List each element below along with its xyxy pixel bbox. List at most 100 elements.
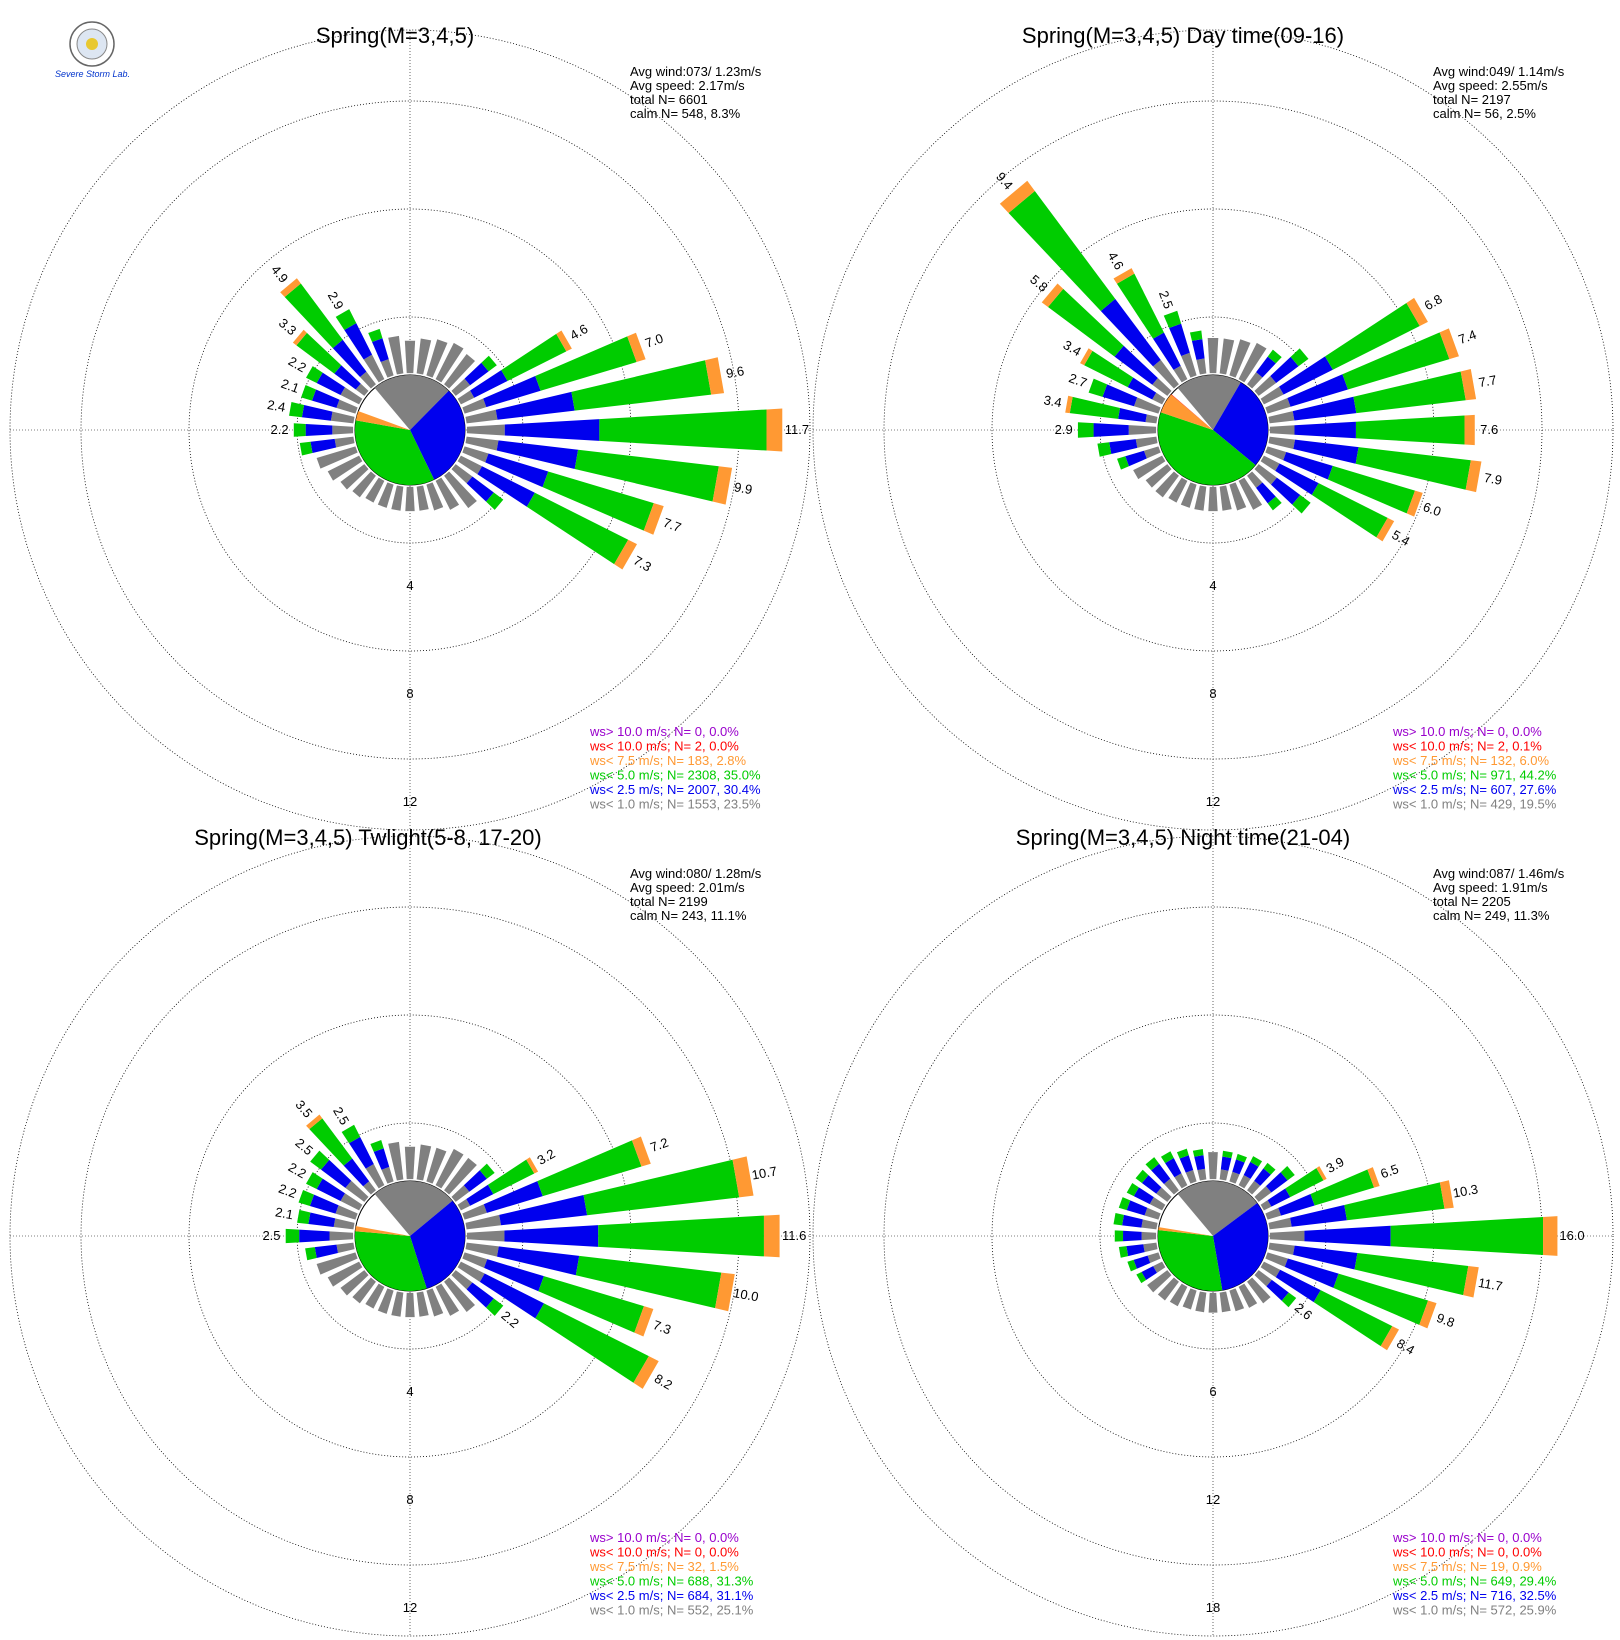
- petal-segment: [1260, 1200, 1272, 1211]
- petal: [1097, 436, 1158, 457]
- petal-segment: [1260, 1261, 1281, 1278]
- legend-entry: ws< 5.0 m/s; N= 688, 31.3%: [589, 1574, 754, 1589]
- petal-label: 7.7: [1477, 372, 1497, 390]
- petal-segment: [1122, 1214, 1143, 1228]
- petal-segment: [465, 1242, 499, 1257]
- petal-segment: [1147, 1270, 1172, 1293]
- petal: [1260, 1261, 1399, 1351]
- petal-segment: [1133, 455, 1166, 480]
- petal: [1169, 1283, 1188, 1307]
- petal: [404, 1146, 416, 1180]
- petal-segment: [1287, 374, 1348, 407]
- petal-segment: [1265, 1172, 1288, 1193]
- petal-label: 3.4: [1043, 392, 1063, 410]
- petal-segment: [1113, 1212, 1124, 1226]
- petal-label: 3.4: [1061, 337, 1084, 359]
- petal-segment: [1278, 1194, 1315, 1216]
- petal-segment: [1256, 482, 1276, 504]
- petal-segment: [1270, 356, 1299, 383]
- petal-segment: [486, 1298, 504, 1316]
- petal-segment: [299, 441, 313, 456]
- legend-entry: ws> 10.0 m/s; N= 0, 0.0%: [589, 724, 739, 739]
- petal-segment: [1135, 1169, 1149, 1184]
- petal: [1155, 471, 1179, 498]
- petal-segment: [526, 1157, 539, 1174]
- petal-label: 2.5: [330, 1104, 352, 1127]
- petal-segment: [496, 440, 579, 469]
- petal: [1126, 1182, 1166, 1211]
- petal: [306, 366, 363, 405]
- petal: [335, 309, 385, 383]
- petal-segment: [1380, 1326, 1399, 1351]
- panel-title: Spring(M=3,4,5): [316, 23, 474, 48]
- petal-segment: [497, 1246, 580, 1276]
- petal-segment: [444, 1277, 476, 1313]
- petal-segment: [1102, 384, 1138, 407]
- petal-segment: [501, 333, 567, 381]
- petal-segment: [1254, 464, 1277, 485]
- pie-slice: [1213, 1203, 1268, 1291]
- petal-segment: [1207, 338, 1219, 374]
- petal: [391, 1291, 404, 1317]
- petal-segment: [363, 1181, 376, 1195]
- legend-entry: ws> 10.0 m/s; N= 0, 0.0%: [1392, 724, 1542, 739]
- petal-segment: [284, 283, 343, 349]
- petal-label: 2.1: [274, 1204, 294, 1222]
- petal-segment: [633, 1356, 659, 1389]
- petal-segment: [1247, 1180, 1261, 1195]
- petal-segment: [416, 485, 429, 511]
- stat-calm: calm N= 249, 11.3%: [1433, 908, 1550, 923]
- petal-segment: [1263, 1162, 1276, 1175]
- petal-segment: [462, 446, 489, 463]
- petal-segment: [1116, 273, 1164, 339]
- petal-label: 16.0: [1559, 1228, 1584, 1243]
- windrose-panel: 48126.87.47.77.67.96.05.42.93.42.73.45.8…: [812, 23, 1614, 831]
- calm-pie: [1157, 374, 1269, 486]
- petal-segment: [1118, 1197, 1131, 1211]
- petal-segment: [1247, 372, 1263, 389]
- petal-segment: [327, 455, 363, 481]
- petal-segment: [1153, 1261, 1166, 1273]
- petal-segment: [465, 436, 499, 451]
- petal-segment: [289, 401, 305, 418]
- petal-segment: [1543, 1216, 1558, 1256]
- petal-segment: [1145, 414, 1158, 424]
- petal: [1147, 1270, 1172, 1293]
- petal-segment: [763, 1214, 780, 1258]
- petal-label: 6.0: [1421, 499, 1443, 519]
- petal: [1269, 414, 1475, 446]
- petal-segment: [416, 1144, 432, 1181]
- petal-segment: [345, 1180, 369, 1202]
- petal-segment: [462, 1252, 488, 1268]
- petal-segment: [1327, 465, 1416, 514]
- petal-segment: [1143, 446, 1161, 459]
- petal-segment: [1077, 422, 1094, 438]
- ring-label: 4: [406, 578, 413, 593]
- petal-segment: [1390, 1216, 1544, 1256]
- petal-segment: [1333, 1273, 1429, 1325]
- petal-segment: [1174, 1173, 1188, 1189]
- petal: [305, 1242, 355, 1261]
- petal-segment: [435, 1148, 464, 1189]
- petal-segment: [1048, 288, 1124, 357]
- petal-segment: [1247, 1277, 1271, 1304]
- petal: [435, 477, 460, 510]
- petal: [1269, 1216, 1558, 1256]
- petal-segment: [435, 1283, 460, 1316]
- petal: [352, 1277, 376, 1304]
- petal-segment: [340, 464, 369, 490]
- petal-label: 8.2: [652, 1371, 675, 1393]
- petal-segment: [1275, 463, 1319, 495]
- petal-segment: [1310, 1169, 1375, 1206]
- petal-segment: [1163, 1178, 1179, 1195]
- petal: [1229, 482, 1247, 511]
- petal-segment: [343, 1158, 370, 1187]
- legend-entry: ws< 1.0 m/s; N= 429, 19.5%: [1392, 797, 1557, 812]
- petal: [340, 1270, 369, 1296]
- petal: [1160, 1151, 1188, 1189]
- petal-segment: [483, 376, 541, 408]
- petal-segment: [1265, 397, 1291, 414]
- petal: [1077, 422, 1157, 438]
- petal-segment: [1265, 1207, 1282, 1220]
- petal: [1219, 338, 1235, 375]
